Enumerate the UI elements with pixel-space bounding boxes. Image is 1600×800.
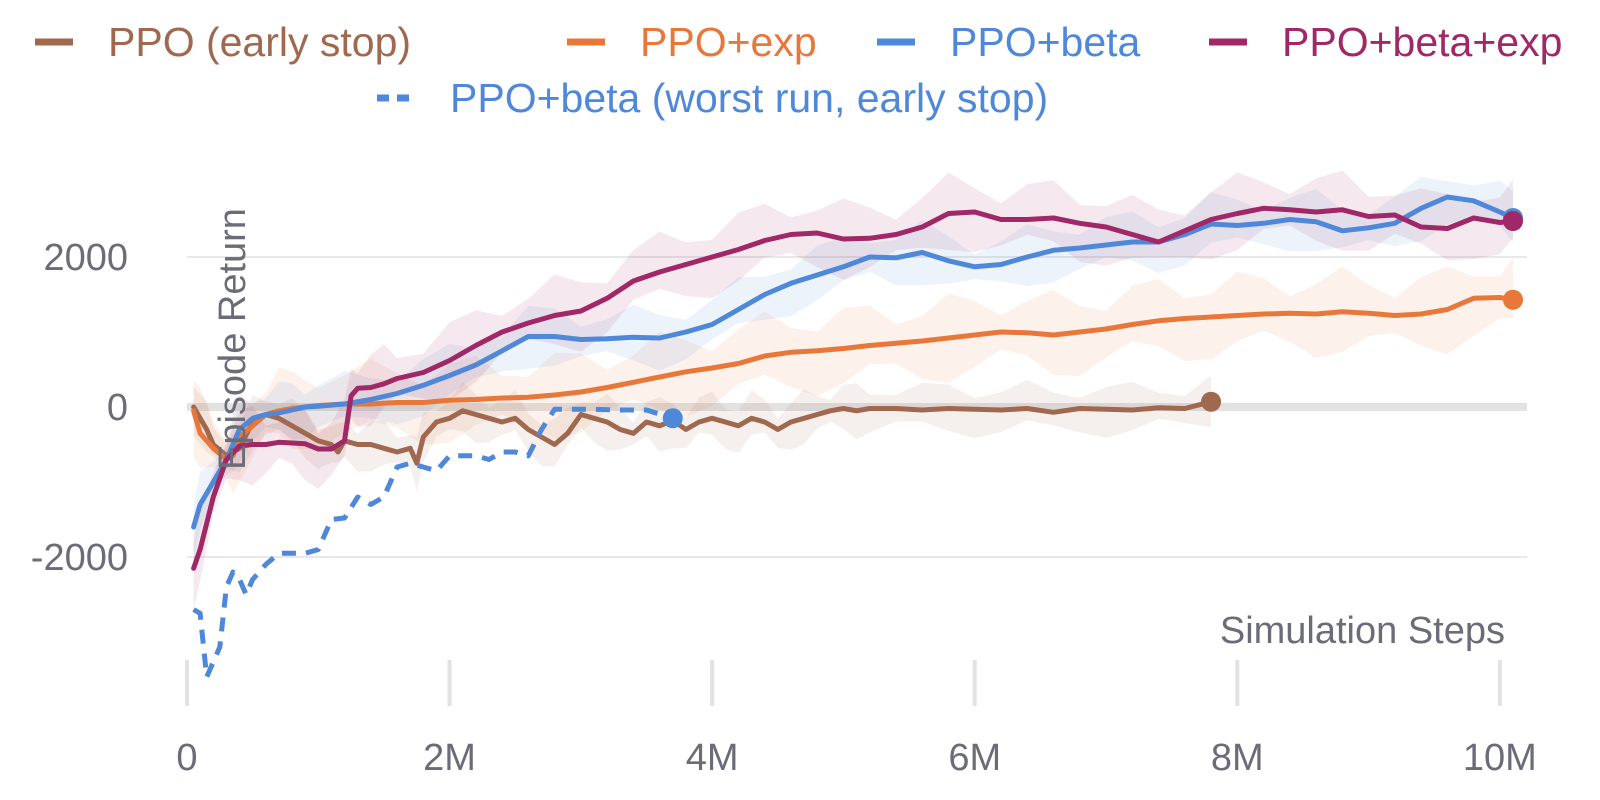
x-tick-label: 10M bbox=[1463, 737, 1537, 779]
end-markers bbox=[662, 208, 1523, 429]
series-lines bbox=[191, 194, 1516, 680]
series-band bbox=[193, 375, 1212, 492]
legend: PPO (early stop) PPO+exp PPO+beta PPO+beta+… bbox=[35, 19, 1562, 121]
y-tick-label: -2000 bbox=[31, 537, 128, 579]
series-line bbox=[191, 205, 1516, 571]
y-axis-label: Episode Return bbox=[212, 208, 254, 470]
x-tick-label: 8M bbox=[1211, 737, 1264, 779]
x-tick-label: 4M bbox=[686, 737, 739, 779]
y-tick-label: 2000 bbox=[43, 237, 128, 279]
legend-label: PPO+beta bbox=[950, 19, 1141, 65]
grid-lines bbox=[185, 256, 1527, 706]
legend-label: PPO+exp bbox=[640, 19, 817, 65]
x-tick-label: 0 bbox=[176, 737, 197, 779]
series-end-marker bbox=[1503, 289, 1523, 310]
series-end-marker bbox=[1503, 211, 1523, 231]
series-line bbox=[191, 194, 1516, 530]
y-tick-label: 0 bbox=[107, 387, 128, 429]
x-tick-label: 2M bbox=[423, 737, 476, 779]
x-axis-ticks: 0 2M 4M 6M 8M 10M bbox=[176, 737, 1536, 779]
x-axis-label: Simulation Steps bbox=[1220, 610, 1505, 652]
series-end-marker bbox=[662, 408, 683, 429]
x-tick-label: 6M bbox=[948, 737, 1001, 779]
y-axis-ticks: -2000 0 2000 bbox=[31, 237, 128, 579]
series-line bbox=[192, 406, 674, 680]
legend-label: PPO+beta (worst run, early stop) bbox=[450, 75, 1048, 121]
series-end-marker bbox=[1201, 391, 1222, 412]
legend-label: PPO (early stop) bbox=[108, 19, 411, 65]
legend-label: PPO+beta+exp bbox=[1282, 19, 1562, 65]
